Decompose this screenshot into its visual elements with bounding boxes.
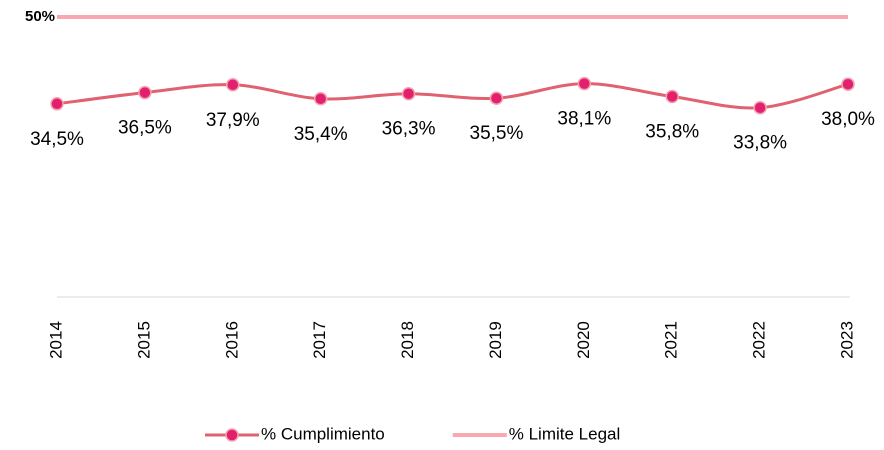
- x-tick-label: 2019: [486, 321, 505, 359]
- point-marker: [665, 89, 679, 104]
- x-tick-label: 2016: [222, 321, 241, 359]
- point-marker: [401, 86, 416, 101]
- legend-label: % Limite Legal: [509, 424, 621, 443]
- series-line: [56, 82, 849, 110]
- x-tick-label: 2014: [46, 321, 65, 359]
- x-tick-label: 2022: [750, 321, 769, 359]
- data-label: 34,5%: [30, 129, 84, 150]
- data-label: 36,5%: [118, 118, 172, 139]
- x-tick-label: 2017: [310, 321, 329, 359]
- legend-marker: [225, 428, 239, 442]
- data-label: 36,3%: [382, 119, 436, 140]
- point-marker: [753, 100, 767, 115]
- data-label: 35,8%: [645, 122, 699, 143]
- x-tick-label: 2015: [134, 321, 153, 359]
- data-label: 35,4%: [294, 124, 348, 145]
- x-tick-label: 2021: [662, 321, 681, 359]
- point-marker: [138, 85, 152, 100]
- point-marker: [577, 76, 592, 91]
- point-marker: [50, 97, 64, 111]
- legend-label: % Cumplimiento: [261, 424, 385, 443]
- point-marker: [841, 77, 855, 91]
- data-label: 35,5%: [470, 123, 524, 144]
- point-marker: [226, 78, 240, 92]
- x-tick-label: 2018: [398, 321, 417, 359]
- data-label: 37,9%: [206, 110, 260, 131]
- x-tick-label: 2020: [574, 321, 593, 359]
- data-label: 38,1%: [557, 109, 611, 130]
- point-marker: [489, 91, 504, 105]
- limit-label: 50%: [25, 8, 55, 25]
- x-tick-label: 2023: [837, 321, 856, 359]
- data-label: 38,0%: [821, 109, 875, 130]
- data-label: 33,8%: [733, 133, 787, 154]
- point-marker: [313, 92, 328, 106]
